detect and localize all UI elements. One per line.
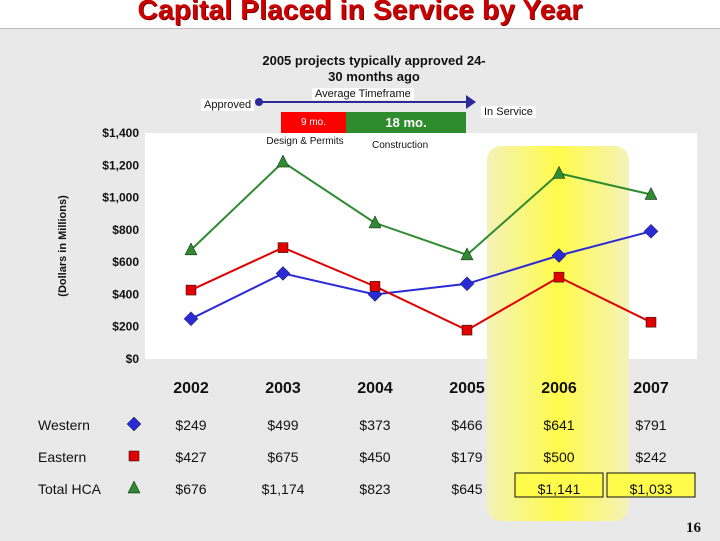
- table-cell: $675: [267, 449, 298, 465]
- table-cell: $791: [635, 417, 666, 433]
- row-label-western: Western: [38, 417, 90, 433]
- approved-label: Approved: [201, 99, 255, 111]
- table-cell: $499: [267, 417, 298, 433]
- data-point-western: [275, 266, 291, 281]
- series-lines: [190, 160, 652, 332]
- page-title: Capital Placed in Service by Year: [137, 0, 583, 25]
- page-number: 16: [686, 520, 701, 536]
- series-line-eastern: [190, 246, 652, 332]
- y-tick-label: $1,400: [102, 126, 139, 140]
- data-point-eastern: [645, 316, 657, 328]
- x-tick-label: 2006: [541, 380, 577, 397]
- data-point-total-hca: [552, 165, 566, 179]
- table-cell: $1,174: [262, 481, 305, 497]
- data-point-total-hca: [184, 242, 198, 256]
- average-timeframe-label: Average Timeframe: [312, 88, 414, 100]
- y-tick-label: $1,000: [102, 191, 139, 205]
- y-tick-label: $1,200: [102, 158, 139, 172]
- table-cell: $1,141: [538, 481, 581, 497]
- table-cell: $641: [543, 417, 574, 433]
- table-cell: $249: [175, 417, 206, 433]
- x-tick-label: 2002: [173, 380, 209, 397]
- data-table: Western $249 $499 $373 $466 $641 $791 Eastern $4…: [38, 416, 696, 498]
- row-label-eastern: Eastern: [38, 449, 86, 465]
- data-point-eastern: [553, 271, 565, 283]
- series-line-western: [190, 230, 652, 320]
- timeline-start-dot: [255, 98, 263, 106]
- data-point-western: [643, 223, 659, 239]
- x-tick-label: 2004: [357, 380, 393, 397]
- data-point-eastern: [277, 242, 289, 253]
- table-cell: $427: [175, 449, 206, 465]
- data-point-eastern: [185, 284, 197, 296]
- table-cell: $823: [359, 481, 390, 497]
- table-cell: $500: [543, 449, 574, 465]
- highlight-2006-2007: [487, 146, 629, 521]
- x-tick-label: 2003: [265, 380, 301, 397]
- y-tick-labels: $0 $200 $400 $600 $800 $1,000 $1,200 $1,400: [102, 126, 139, 366]
- data-point-eastern: [461, 324, 473, 336]
- in-service-label: In Service: [481, 106, 536, 118]
- x-tick-labels: 2002 2003 2004 2005 2006 2007: [173, 380, 669, 397]
- data-point-western: [459, 276, 475, 292]
- construction-label: Construction: [369, 140, 432, 151]
- table-cell: $179: [451, 449, 482, 465]
- data-point-western: [183, 311, 199, 327]
- y-tick-label: $200: [112, 320, 139, 334]
- y-tick-label: $800: [112, 223, 139, 237]
- x-tick-label: 2005: [449, 380, 485, 397]
- data-point-eastern: [369, 281, 381, 292]
- design-duration-bar: 9 mo.: [281, 112, 346, 133]
- row-label-total-hca: Total HCA: [38, 481, 102, 497]
- table-cell: $242: [635, 449, 666, 465]
- timeframe-note: 2005 projects typically approved 24-30 m…: [262, 53, 486, 84]
- y-tick-label: $400: [112, 287, 139, 301]
- highlight-cell: [606, 472, 696, 498]
- design-permits-label: Design & Permits: [265, 136, 345, 147]
- construction-duration-bar: 18 mo.: [346, 112, 466, 133]
- table-cell: $645: [451, 481, 482, 497]
- highlight-cell: [514, 472, 604, 498]
- data-point-western: [551, 248, 567, 263]
- timeline-arrow-head-icon: [466, 95, 476, 109]
- table-cell: $373: [359, 417, 390, 433]
- y-axis-title: (Dollars in Millions): [57, 195, 69, 297]
- series-markers: [183, 154, 659, 336]
- series-line-total-hca: [190, 160, 652, 257]
- data-point-total-hca: [276, 154, 290, 168]
- data-point-total-hca: [368, 215, 382, 229]
- data-point-total-hca: [460, 247, 474, 261]
- table-cell: $450: [359, 449, 390, 465]
- y-tick-label: $600: [112, 255, 139, 269]
- data-point-total-hca: [644, 186, 658, 200]
- legend-marker-western: [126, 416, 142, 432]
- legend-marker-total-hca: [127, 480, 141, 494]
- table-cell: $676: [175, 481, 206, 497]
- table-cell: $1,033: [630, 481, 673, 497]
- timeline-arrow: [258, 101, 468, 103]
- x-tick-label: 2007: [633, 380, 669, 397]
- y-tick-label: $0: [126, 352, 140, 366]
- legend-marker-eastern: [128, 450, 140, 462]
- table-cell: $466: [451, 417, 482, 433]
